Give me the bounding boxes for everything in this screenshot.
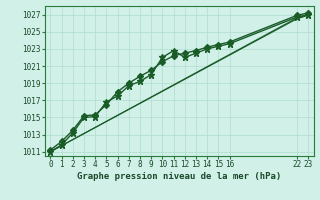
X-axis label: Graphe pression niveau de la mer (hPa): Graphe pression niveau de la mer (hPa) xyxy=(77,172,281,181)
